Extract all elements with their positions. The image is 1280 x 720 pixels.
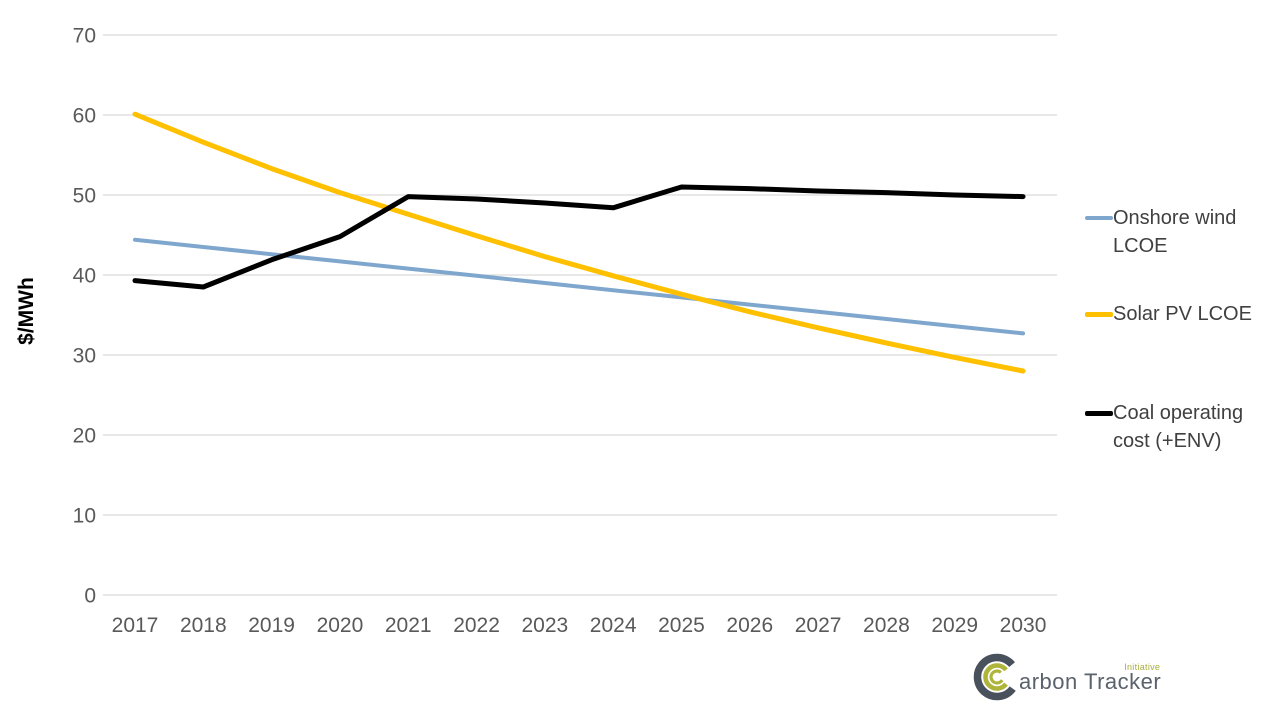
y-tick-label: 60 xyxy=(73,105,96,128)
x-tick-label: 2018 xyxy=(180,614,227,637)
x-tick-label: 2030 xyxy=(1000,614,1047,637)
x-tick-label: 2021 xyxy=(385,614,432,637)
legend-swatch-solar-pv xyxy=(1085,312,1113,317)
x-tick-label: 2024 xyxy=(590,614,637,637)
legend-item-solar-pv: Solar PV LCOE xyxy=(1085,300,1267,328)
y-tick-label: 50 xyxy=(73,185,96,208)
carbon-tracker-c-icon xyxy=(973,653,1021,701)
legend-item-coal: Coal operating cost (+ENV) xyxy=(1085,399,1267,455)
y-tick-label: 20 xyxy=(73,425,96,448)
logo-tagline: Initiative xyxy=(1124,661,1161,672)
x-tick-label: 2023 xyxy=(522,614,569,637)
x-tick-label: 2029 xyxy=(931,614,978,637)
y-tick-label: 0 xyxy=(84,585,96,608)
x-tick-label: 2017 xyxy=(112,614,159,637)
y-tick-label: 40 xyxy=(73,265,96,288)
x-tick-label: 2020 xyxy=(317,614,364,637)
logo-ring xyxy=(989,669,1005,685)
legend-item-onshore-wind: Onshore wind LCOE xyxy=(1085,204,1267,260)
y-tick-label: 10 xyxy=(73,505,96,528)
x-tick-label: 2027 xyxy=(795,614,842,637)
legend-swatch-coal xyxy=(1085,411,1113,416)
legend-label-onshore-wind: Onshore wind LCOE xyxy=(1113,207,1237,257)
carbon-tracker-logo: arbon Tracker Initiative xyxy=(973,649,1161,705)
series-line-onshore-wind-lcoe xyxy=(133,237,1026,336)
legend-label-coal: Coal operating cost (+ENV) xyxy=(1113,402,1244,452)
y-tick-label: 70 xyxy=(73,25,96,48)
logo-wordmark: arbon Tracker xyxy=(1019,668,1162,694)
logo-ring xyxy=(973,653,1021,701)
x-tick-label: 2028 xyxy=(863,614,910,637)
series-line-solar-pv-lcoe xyxy=(132,111,1026,374)
y-axis-title: $/MWh xyxy=(15,277,38,345)
y-tick-label: 30 xyxy=(73,345,96,368)
series-line-coal-operating-cost-env- xyxy=(132,184,1026,290)
legend-swatch-onshore-wind xyxy=(1085,216,1113,220)
legend-label-solar-pv: Solar PV LCOE xyxy=(1113,303,1252,325)
x-tick-label: 2026 xyxy=(726,614,773,637)
x-tick-label: 2025 xyxy=(658,614,705,637)
x-tick-label: 2019 xyxy=(248,614,295,637)
x-tick-label: 2022 xyxy=(453,614,500,637)
